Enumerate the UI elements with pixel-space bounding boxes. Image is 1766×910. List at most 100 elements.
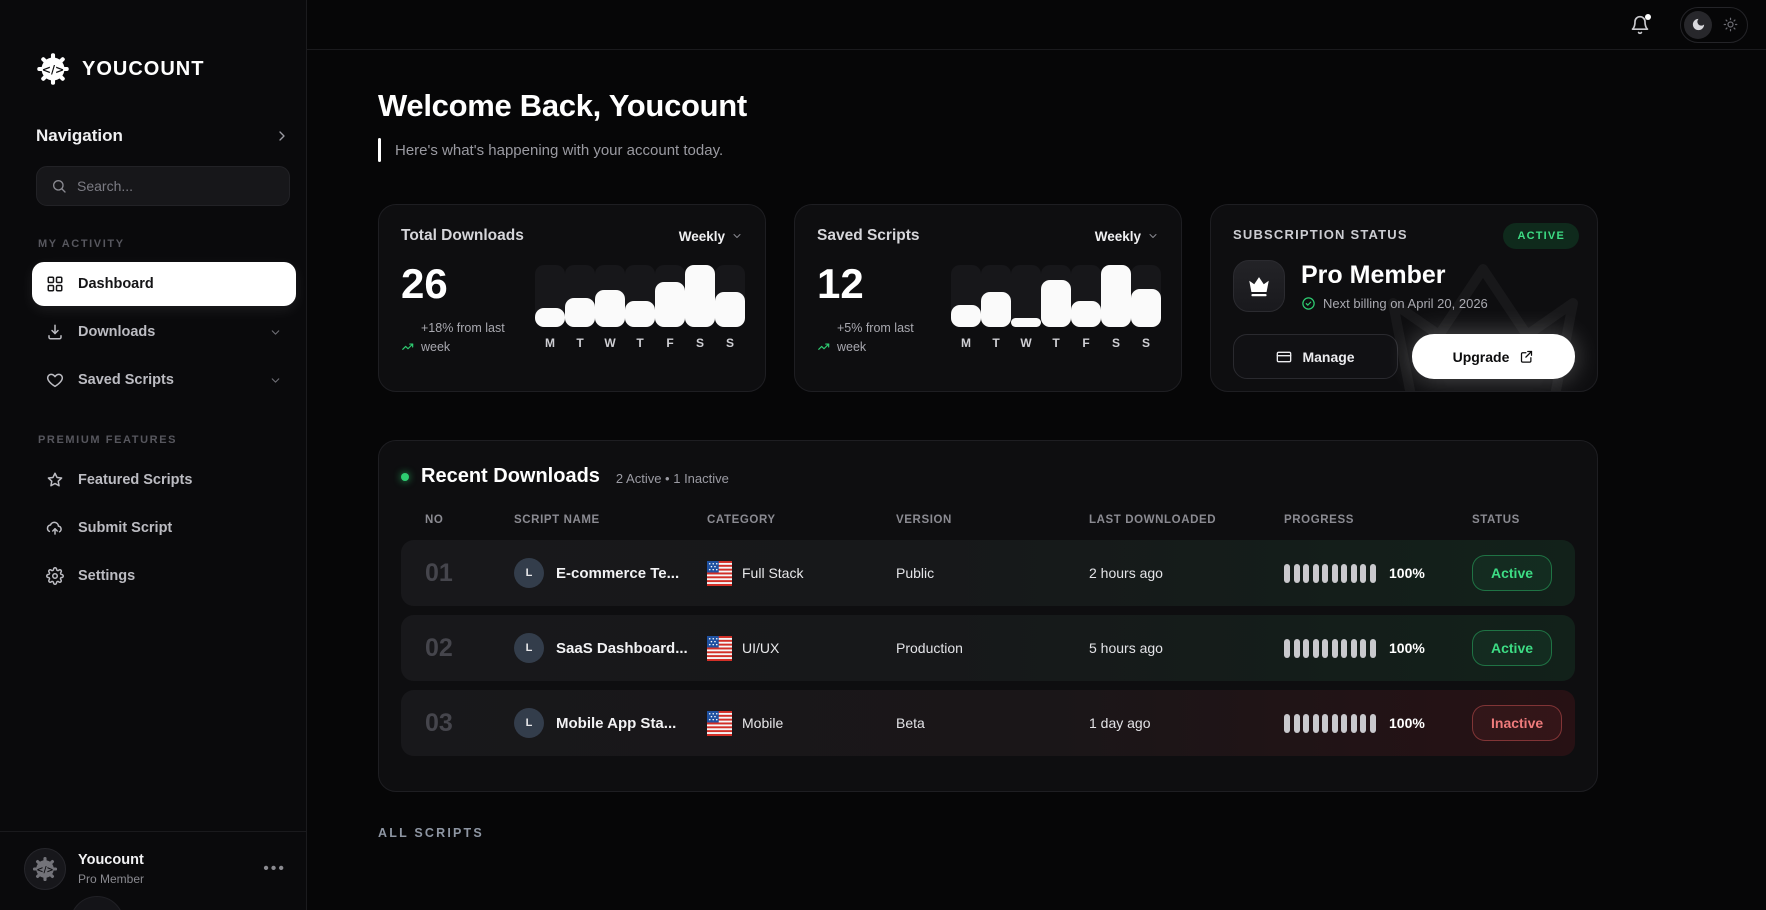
stat-title: Saved Scripts bbox=[817, 227, 920, 244]
script-avatar: L bbox=[514, 633, 544, 663]
weekly-bar-chart: M T W T F S S bbox=[939, 263, 1165, 357]
table-row[interactable]: 01 L E-commerce Te... Full Stack Public … bbox=[401, 540, 1575, 606]
bar bbox=[1101, 265, 1131, 327]
progress-value: 100% bbox=[1389, 640, 1425, 656]
bar bbox=[1131, 265, 1161, 327]
progress-value: 100% bbox=[1389, 565, 1425, 581]
topbar bbox=[307, 0, 1766, 50]
notifications-button[interactable] bbox=[1630, 13, 1651, 35]
sidebar-item-label: Submit Script bbox=[78, 520, 173, 536]
live-indicator-dot bbox=[401, 472, 409, 481]
script-name: Mobile App Sta... bbox=[556, 714, 677, 732]
row-number: 01 bbox=[425, 558, 453, 587]
trending-up-icon bbox=[402, 343, 414, 350]
sidebar-item-label: Settings bbox=[78, 568, 136, 584]
app-logo: YOUCOUNT bbox=[36, 52, 290, 86]
us-flag-icon bbox=[707, 711, 732, 736]
row-number: 03 bbox=[425, 708, 453, 737]
search-input[interactable] bbox=[77, 178, 275, 194]
last-downloaded-label: 5 hours ago bbox=[1089, 640, 1163, 656]
bar bbox=[981, 265, 1011, 327]
stat-card-saved-scripts: Saved Scripts Weekly 12 +5 bbox=[794, 204, 1182, 392]
chevron-down-icon bbox=[271, 377, 280, 383]
progress-indicator: 100% bbox=[1284, 563, 1472, 583]
section-label-my-activity: MY ACTIVITY bbox=[38, 238, 125, 250]
column-header-last-downloaded: LAST DOWNLOADED bbox=[1089, 514, 1217, 526]
user-profile[interactable]: Youcount Pro Member ••• bbox=[0, 831, 306, 910]
last-downloaded-label: 2 hours ago bbox=[1089, 565, 1163, 581]
billing-info: Next billing on April 20, 2026 bbox=[1301, 296, 1488, 311]
nav-header: Navigation bbox=[36, 126, 290, 146]
sidebar: YOUCOUNT Navigation MY ACTIVITY Dashboar… bbox=[0, 0, 307, 910]
manage-button[interactable]: Manage bbox=[1233, 334, 1398, 379]
column-header-progress: PROGRESS bbox=[1284, 514, 1354, 526]
sidebar-item-saved-scripts[interactable]: Saved Scripts bbox=[32, 358, 296, 402]
chevron-right-icon[interactable] bbox=[274, 128, 290, 144]
script-avatar: L bbox=[514, 708, 544, 738]
stats-cards-row: Total Downloads Weekly 26 bbox=[378, 204, 1598, 392]
sidebar-item-label: Dashboard bbox=[78, 276, 154, 292]
bar bbox=[1011, 265, 1041, 327]
sidebar-item-label: Downloads bbox=[78, 324, 156, 340]
us-flag-icon bbox=[707, 561, 732, 586]
period-dropdown[interactable]: Weekly bbox=[1095, 229, 1159, 244]
panel-title: Recent Downloads bbox=[421, 465, 600, 487]
stat-value: 12 bbox=[817, 260, 864, 307]
bar bbox=[1071, 265, 1101, 327]
us-flag-icon bbox=[707, 636, 732, 661]
sidebar-item-submit-script[interactable]: Submit Script bbox=[32, 506, 296, 550]
star-icon bbox=[47, 472, 63, 487]
bar bbox=[625, 265, 655, 327]
sidebar-item-settings[interactable]: Settings bbox=[32, 554, 296, 598]
bell-icon bbox=[1631, 15, 1649, 34]
external-link-icon bbox=[1521, 350, 1533, 363]
bar bbox=[655, 265, 685, 327]
column-header-no: NO bbox=[425, 514, 444, 526]
dashboard-grid-icon bbox=[47, 276, 63, 292]
theme-toggle bbox=[1680, 6, 1748, 43]
recent-downloads-panel: Recent Downloads 2 Active • 1 Inactive N… bbox=[378, 440, 1598, 792]
category-label: UI/UX bbox=[742, 640, 780, 656]
user-name: Youcount bbox=[78, 852, 144, 869]
chevron-down-icon bbox=[733, 234, 741, 238]
table-header: NO SCRIPT NAME CATEGORY VERSION LAST DOW… bbox=[401, 488, 1575, 540]
script-name: SaaS Dashboard... bbox=[556, 639, 688, 657]
notification-dot bbox=[1645, 13, 1651, 20]
table-row[interactable]: 02 L SaaS Dashboard... UI/UX Production … bbox=[401, 615, 1575, 681]
status-badge: Active bbox=[1472, 555, 1553, 591]
stat-delta: +5% from last week bbox=[817, 319, 939, 357]
page-title: Welcome Back, Youcount bbox=[378, 88, 747, 123]
sidebar-item-downloads[interactable]: Downloads bbox=[32, 310, 296, 354]
row-number: 02 bbox=[425, 633, 453, 662]
panel-summary: 2 Active • 1 Inactive bbox=[615, 470, 729, 486]
script-avatar: L bbox=[514, 558, 544, 588]
page-subtitle: Here's what's happening with your accoun… bbox=[378, 138, 1598, 162]
crown-tile bbox=[1233, 260, 1285, 312]
stat-delta: +18% from last week bbox=[401, 319, 523, 357]
stat-value: 26 bbox=[401, 260, 448, 307]
bar bbox=[715, 265, 745, 327]
light-mode-button[interactable] bbox=[1716, 11, 1744, 39]
dark-mode-button[interactable] bbox=[1684, 10, 1712, 39]
upgrade-button[interactable]: Upgrade bbox=[1412, 334, 1575, 379]
column-header-category: CATEGORY bbox=[707, 514, 776, 526]
period-dropdown[interactable]: Weekly bbox=[679, 229, 743, 244]
user-role: Pro Member bbox=[78, 871, 145, 886]
table-row[interactable]: 03 L Mobile App Sta... Mobile Beta 1 day… bbox=[401, 690, 1575, 756]
heart-icon bbox=[46, 373, 64, 388]
avatar-logo-icon bbox=[32, 856, 58, 882]
sidebar-item-featured-scripts[interactable]: Featured Scripts bbox=[32, 458, 296, 502]
sidebar-item-dashboard[interactable]: Dashboard bbox=[32, 262, 296, 306]
more-options-icon[interactable]: ••• bbox=[263, 860, 286, 877]
logo-gear-icon bbox=[36, 52, 70, 86]
all-scripts-label: ALL SCRIPTS bbox=[378, 826, 484, 840]
column-header-script-name: SCRIPT NAME bbox=[514, 514, 600, 526]
sun-icon bbox=[1723, 17, 1737, 32]
check-circle-icon bbox=[1302, 297, 1315, 310]
bar bbox=[685, 265, 715, 327]
nav-header-label: Navigation bbox=[36, 126, 123, 145]
bar bbox=[951, 265, 981, 327]
cloud-upload-icon bbox=[46, 521, 62, 535]
user-avatar bbox=[24, 848, 66, 890]
